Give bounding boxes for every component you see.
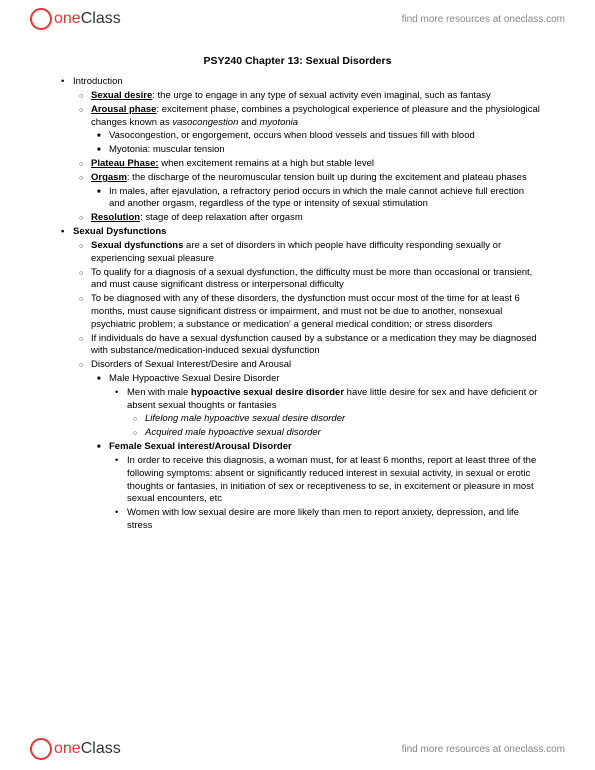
item-male-hypo: Male Hypoactive Sexual Desire Disorder (55, 373, 540, 386)
logo-text: oneClass (54, 10, 121, 28)
definition: when excitement remains at a high but st… (159, 158, 374, 169)
item-vasocongestion: Vasocongestion, or engorgement, occurs w… (55, 130, 540, 143)
item-substance: If individuals do have a sexual dysfunct… (55, 333, 540, 359)
footer-logo: oneClass (30, 738, 121, 760)
definition: : the discharge of the neuromuscular ten… (127, 172, 527, 183)
term: Arousal phase (91, 104, 156, 115)
item-female-diag: In order to receive this diagnosis, a wo… (55, 455, 540, 506)
logo-one: one (54, 10, 81, 27)
logo-text: oneClass (54, 740, 121, 758)
item-orgasm: Orgasm: the discharge of the neuromuscul… (55, 172, 540, 185)
item-myotonia: Myotonia: muscular tension (55, 144, 540, 157)
logo-circle-icon (30, 8, 52, 30)
text: and (238, 117, 259, 128)
item-plateau-phase: Plateau Phase: when excitement remains a… (55, 158, 540, 171)
item-arousal-phase: Arousal phase: excitement phase, combine… (55, 104, 540, 130)
page-footer: oneClass find more resources at oneclass… (0, 732, 595, 770)
section-intro: Introduction (55, 76, 540, 89)
section-dysfunctions: Sexual Dysfunctions (55, 226, 540, 239)
term-italic: myotonia (260, 117, 299, 128)
header-link[interactable]: find more resources at oneclass.com (402, 14, 565, 25)
item-dysfunctions-def: Sexual dysfunctions are a set of disorde… (55, 240, 540, 266)
item-sexual-desire: Sexual desire: the urge to engage in any… (55, 90, 540, 103)
text: Men with male (127, 387, 191, 398)
document-content: PSY240 Chapter 13: Sexual Disorders Intr… (0, 34, 595, 544)
item-female-header: Female Sexual interest/Arousal Disorder (55, 441, 540, 454)
definition: : stage of deep relaxation after orgasm (140, 212, 303, 223)
footer-link[interactable]: find more resources at oneclass.com (402, 744, 565, 755)
item-disorders-header: Disorders of Sexual Interest/Desire and … (55, 359, 540, 372)
item-lifelong: Lifelong male hypoactive sexual desire d… (55, 413, 540, 426)
term: Resolution (91, 212, 140, 223)
logo-one: one (54, 740, 81, 757)
term: Plateau Phase: (91, 158, 159, 169)
outline-list: Introduction Sexual desire: the urge to … (55, 76, 540, 533)
item-female-low: Women with low sexual desire are more li… (55, 507, 540, 533)
item-qualify: To qualify for a diagnosis of a sexual d… (55, 267, 540, 293)
item-resolution: Resolution: stage of deep relaxation aft… (55, 212, 540, 225)
item-male-hypo-def: Men with male hypoactive sexual desire d… (55, 387, 540, 413)
page-header: oneClass find more resources at oneclass… (0, 0, 595, 34)
logo: oneClass (30, 8, 121, 30)
item-acquired: Acquired male hypoactive sexual disorder (55, 427, 540, 440)
item-diagnosed: To be diagnosed with any of these disord… (55, 293, 540, 331)
logo-circle-icon (30, 738, 52, 760)
item-orgasm-males: In males, after ejavulation, a refractor… (55, 186, 540, 212)
definition: : the urge to engage in any type of sexu… (152, 90, 491, 101)
document-title: PSY240 Chapter 13: Sexual Disorders (55, 54, 540, 68)
term: Orgasm (91, 172, 127, 183)
logo-class: Class (81, 740, 121, 757)
term: hypoactive sexual desire disorder (191, 387, 344, 398)
definition: : excitement phase, combines a psycholog… (91, 104, 540, 128)
logo-class: Class (81, 10, 121, 27)
term-italic: vasocongestion (172, 117, 238, 128)
term: Sexual dysfunctions (91, 240, 183, 251)
term: Sexual desire (91, 90, 152, 101)
